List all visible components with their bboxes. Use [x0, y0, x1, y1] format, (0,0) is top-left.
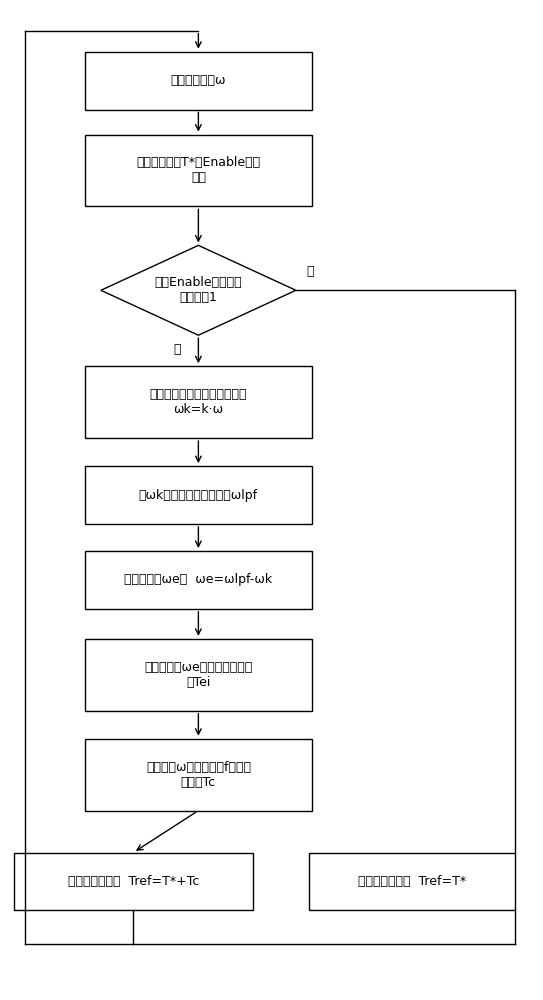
Text: 对ωk进行低通滤波，生成ωlpf: 对ωk进行低通滤波，生成ωlpf — [139, 489, 258, 502]
Text: 根据转速ω和定标因数f计算补
偿力矩Tc: 根据转速ω和定标因数f计算补 偿力矩Tc — [146, 761, 251, 789]
Text: 是: 是 — [173, 343, 180, 356]
Text: 计算转矩参考，  Tref=T*+Tc: 计算转矩参考， Tref=T*+Tc — [68, 875, 199, 888]
Bar — [310, 853, 515, 910]
Text: 接收转矩指令T*和Enable使能
信号: 接收转矩指令T*和Enable使能 信号 — [136, 156, 261, 184]
Text: 计算电机转速ω: 计算电机转速ω — [171, 74, 226, 87]
Bar — [85, 466, 312, 524]
Bar — [14, 853, 252, 910]
Polygon shape — [101, 245, 296, 335]
Bar — [85, 639, 312, 711]
Text: 根据转速差ωe计算补偿力矩初
值Tei: 根据转速差ωe计算补偿力矩初 值Tei — [144, 661, 252, 689]
Bar — [85, 135, 312, 206]
Text: 对电机转速进行等比例增益，
ωk=k·ω: 对电机转速进行等比例增益， ωk=k·ω — [150, 388, 247, 416]
Bar — [85, 551, 312, 609]
Text: 否: 否 — [307, 265, 314, 278]
Text: 计算转速差ωe，  ωe=ωlpf-ωk: 计算转速差ωe， ωe=ωlpf-ωk — [124, 573, 273, 586]
Bar — [85, 739, 312, 811]
Bar — [85, 366, 312, 438]
Text: 判断Enable使能信号
是否等于1: 判断Enable使能信号 是否等于1 — [155, 276, 242, 304]
Bar — [85, 52, 312, 110]
Text: 计算转矩参考，  Tref=T*: 计算转矩参考， Tref=T* — [358, 875, 466, 888]
